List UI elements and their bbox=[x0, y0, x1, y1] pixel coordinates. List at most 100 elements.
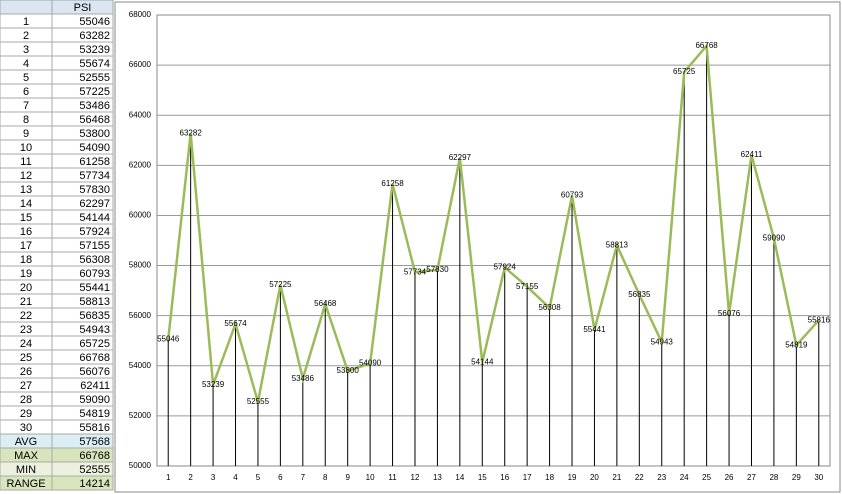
row-index: 24 bbox=[20, 338, 32, 350]
data-label: 56835 bbox=[628, 290, 651, 299]
data-label: 54144 bbox=[471, 357, 494, 366]
data-label: 57225 bbox=[269, 280, 292, 289]
summary-label: MIN bbox=[16, 464, 36, 476]
row-index: 23 bbox=[20, 324, 32, 336]
cell-value: 62411 bbox=[80, 380, 110, 392]
cell-value: 58813 bbox=[79, 296, 110, 308]
x-tick-label: 4 bbox=[233, 473, 238, 482]
data-label: 55046 bbox=[157, 335, 180, 344]
x-tick-label: 13 bbox=[433, 473, 442, 482]
data-label: 63282 bbox=[180, 128, 203, 137]
row-index: 1 bbox=[23, 16, 29, 28]
cell-value: 53239 bbox=[79, 44, 110, 56]
row-index: 21 bbox=[20, 296, 32, 308]
row-index: 30 bbox=[20, 422, 32, 434]
data-label: 57924 bbox=[494, 263, 517, 272]
cell-value: 55816 bbox=[79, 422, 110, 434]
row-index: 11 bbox=[20, 156, 31, 168]
row-index: 14 bbox=[20, 198, 32, 210]
cell-value: 57155 bbox=[79, 240, 110, 252]
data-label: 59090 bbox=[763, 233, 786, 242]
cell-value: 52555 bbox=[79, 72, 110, 84]
y-tick-label: 64000 bbox=[129, 110, 152, 119]
data-label: 54943 bbox=[651, 337, 674, 346]
row-index: 15 bbox=[20, 212, 32, 224]
data-label: 55674 bbox=[224, 319, 247, 328]
row-index: 6 bbox=[23, 86, 29, 98]
cell-value: 54144 bbox=[79, 212, 110, 224]
data-label: 54819 bbox=[785, 340, 808, 349]
row-index: 10 bbox=[20, 142, 32, 154]
summary-label: RANGE bbox=[6, 478, 45, 490]
cell-value: 57924 bbox=[79, 226, 110, 238]
y-tick-label: 60000 bbox=[129, 211, 152, 220]
row-index: 22 bbox=[20, 310, 32, 322]
x-tick-label: 22 bbox=[635, 473, 644, 482]
row-index: 18 bbox=[20, 254, 32, 266]
data-label: 66768 bbox=[695, 41, 718, 50]
row-index: 27 bbox=[20, 380, 32, 392]
data-label: 56468 bbox=[314, 299, 337, 308]
cell-value: 63282 bbox=[79, 30, 110, 42]
data-label: 57734 bbox=[404, 267, 427, 276]
row-index: 12 bbox=[20, 170, 32, 182]
row-index: 13 bbox=[20, 184, 32, 196]
summary-value: 66768 bbox=[79, 450, 110, 462]
row-index: 3 bbox=[23, 44, 29, 56]
cell-value: 53800 bbox=[79, 128, 110, 140]
y-tick-label: 66000 bbox=[129, 60, 152, 69]
cell-value: 56835 bbox=[79, 310, 110, 322]
data-label: 56308 bbox=[538, 303, 561, 312]
cell-value: 66768 bbox=[79, 352, 110, 364]
x-tick-label: 7 bbox=[301, 473, 306, 482]
x-tick-label: 27 bbox=[747, 473, 756, 482]
cell-value: 55441 bbox=[79, 282, 110, 294]
row-index: 16 bbox=[20, 226, 32, 238]
data-label: 56076 bbox=[718, 309, 741, 318]
column-header: PSI bbox=[74, 2, 92, 14]
data-label: 53800 bbox=[337, 366, 360, 375]
y-tick-label: 54000 bbox=[129, 361, 152, 370]
row-index: 2 bbox=[23, 30, 29, 42]
cell-value: 54819 bbox=[79, 408, 110, 420]
x-tick-label: 14 bbox=[455, 473, 464, 482]
summary-label: MAX bbox=[14, 450, 39, 462]
row-index: 5 bbox=[23, 72, 29, 84]
x-tick-label: 18 bbox=[545, 473, 554, 482]
cell-value: 54943 bbox=[79, 324, 110, 336]
y-tick-label: 62000 bbox=[129, 160, 152, 169]
y-tick-label: 50000 bbox=[129, 461, 152, 470]
cell-value: 56468 bbox=[79, 114, 110, 126]
y-tick-label: 68000 bbox=[129, 10, 152, 19]
x-tick-label: 8 bbox=[323, 473, 328, 482]
data-label: 55441 bbox=[583, 325, 606, 334]
y-tick-label: 52000 bbox=[129, 411, 152, 420]
x-tick-label: 20 bbox=[590, 473, 599, 482]
cell-value: 56308 bbox=[79, 254, 110, 266]
data-label: 53486 bbox=[292, 374, 315, 383]
row-index: 8 bbox=[23, 114, 29, 126]
summary-value: 57568 bbox=[79, 436, 110, 448]
summary-cell[interactable] bbox=[51, 475, 114, 491]
y-tick-label: 56000 bbox=[129, 311, 152, 320]
row-index: 20 bbox=[20, 282, 32, 294]
x-tick-label: 11 bbox=[388, 473, 397, 482]
x-tick-label: 26 bbox=[725, 473, 734, 482]
row-index: 17 bbox=[20, 240, 32, 252]
row-index: 26 bbox=[20, 366, 32, 378]
x-tick-label: 21 bbox=[612, 473, 621, 482]
x-tick-label: 1 bbox=[166, 473, 171, 482]
row-index: 25 bbox=[20, 352, 32, 364]
data-label: 55816 bbox=[808, 315, 831, 324]
cell-value: 57734 bbox=[79, 170, 110, 182]
row-index: 19 bbox=[20, 268, 32, 280]
data-label: 60793 bbox=[561, 191, 584, 200]
summary-label: AVG bbox=[15, 436, 37, 448]
x-tick-label: 28 bbox=[769, 473, 778, 482]
x-tick-label: 3 bbox=[211, 473, 216, 482]
row-index: 9 bbox=[23, 128, 29, 140]
plot-area bbox=[156, 14, 831, 467]
row-index: 28 bbox=[20, 394, 32, 406]
x-tick-label: 6 bbox=[278, 473, 283, 482]
header-cell[interactable] bbox=[0, 0, 53, 15]
